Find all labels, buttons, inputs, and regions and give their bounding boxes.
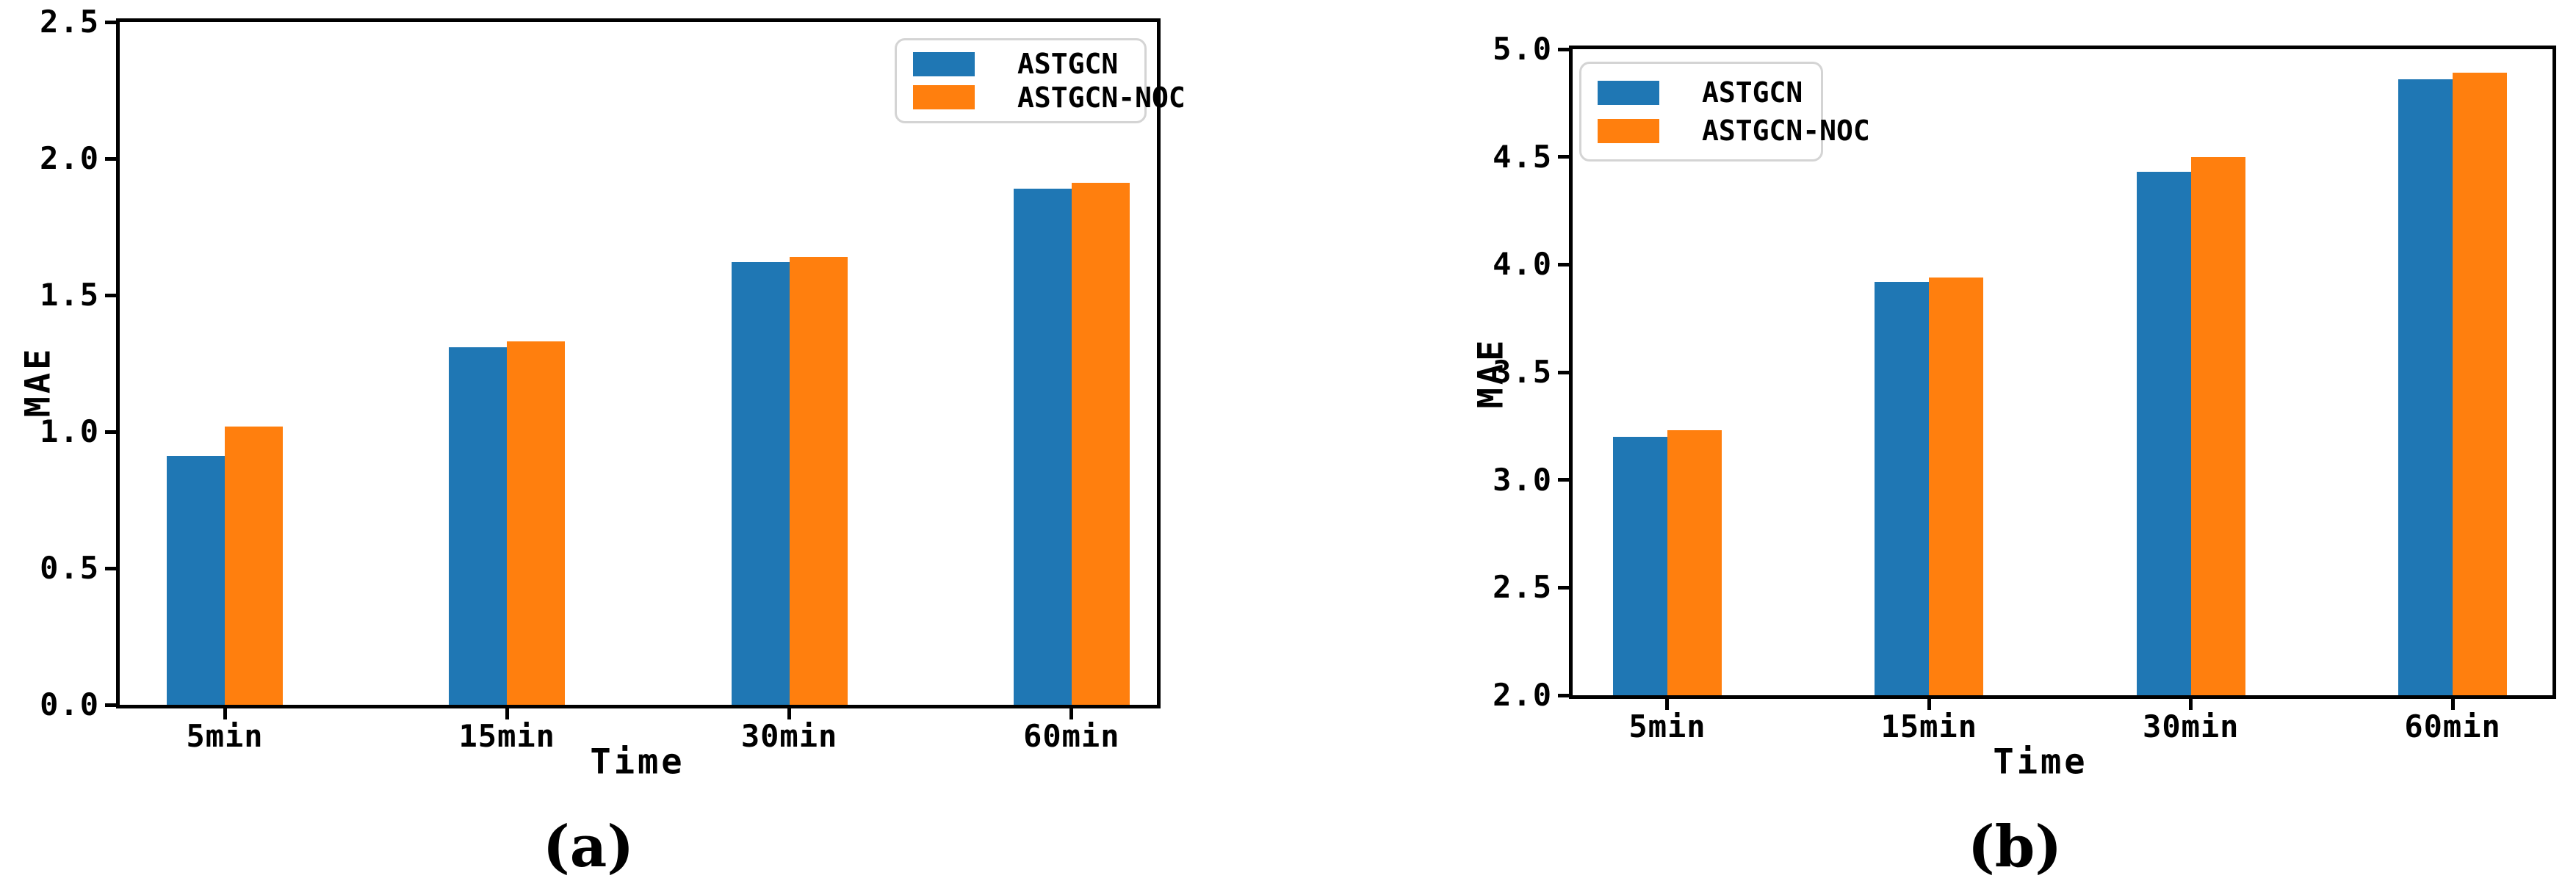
y-tick	[1558, 693, 1569, 697]
y-tick-label: 1.0	[40, 413, 100, 449]
y-tick-label: 3.5	[1493, 354, 1553, 390]
legend-item-astgcn: ASTGCN	[1598, 79, 1805, 106]
bar-a-astgcn-60min	[1013, 188, 1072, 705]
chart-b-x-axis-title: Time	[1993, 741, 2088, 783]
bar-a-astgcn-noc-30min	[789, 256, 848, 705]
chart-b-y-axis-title: MAE	[1471, 337, 1512, 409]
caption-a: (a)	[542, 813, 635, 880]
y-tick-label: 3.0	[1493, 461, 1553, 498]
x-tick	[1927, 699, 1931, 710]
chart-a-plot-area: 0.0 0.5 1.0 1.5 2.0 2.5 5min 15min 30min 60min	[40, 7, 1161, 752]
y-tick-label: 0.5	[40, 550, 100, 586]
caption-b: (b)	[1967, 813, 2063, 880]
legend-item-astgcn-noc: ASTGCN-NOC	[913, 84, 1186, 112]
x-tick	[1069, 708, 1074, 719]
legend-label-astgcn-noc: ASTGCN-NOC	[1017, 81, 1186, 114]
x-tick	[223, 708, 227, 719]
bar-a-astgcn-noc-5min	[225, 426, 284, 705]
y-tick-label: 4.0	[1493, 246, 1553, 283]
y-tick	[105, 429, 116, 434]
y-tick	[1558, 47, 1569, 51]
bar-a-astgcn-noc-15min	[507, 341, 566, 705]
x-tick	[1665, 699, 1670, 710]
y-tick-label: 0.0	[40, 686, 100, 722]
y-tick	[1558, 478, 1569, 482]
x-tick-label: 60min	[2404, 708, 2501, 744]
bar-b-astgcn-60min	[2398, 79, 2453, 695]
bar-b-astgcn-noc-15min	[1929, 277, 1984, 695]
y-tick	[1558, 585, 1569, 590]
y-tick-label: 4.5	[1493, 138, 1553, 175]
y-tick-label: 5.0	[1493, 31, 1553, 67]
legend-swatch-astgcn	[913, 51, 975, 76]
bar-b-astgcn-5min	[1612, 437, 1667, 695]
y-tick	[105, 703, 116, 707]
x-tick-label: 15min	[1880, 708, 1978, 744]
bar-a-astgcn-5min	[167, 456, 226, 705]
x-tick-label: 5min	[186, 718, 264, 754]
x-tick-label: 30min	[740, 718, 838, 754]
legend-b: ASTGCN ASTGCN-NOC	[1579, 62, 1870, 162]
x-tick	[787, 708, 792, 719]
bar-b-astgcn-noc-60min	[2453, 73, 2508, 695]
legend-item-astgcn: ASTGCN	[913, 50, 1128, 78]
y-tick	[1558, 370, 1569, 374]
y-tick	[105, 566, 116, 570]
bar-a-astgcn-noc-60min	[1071, 183, 1130, 705]
legend-a: ASTGCN ASTGCN-NOC	[895, 38, 1186, 123]
x-tick-label: 60min	[1023, 718, 1120, 754]
x-tick	[505, 708, 509, 719]
legend-swatch-astgcn	[1598, 80, 1659, 105]
legend-label-astgcn: ASTGCN	[1702, 76, 1803, 109]
y-tick-label: 2.0	[40, 140, 100, 176]
y-tick	[105, 156, 116, 161]
bar-b-astgcn-15min	[1875, 281, 1930, 695]
y-tick	[1558, 262, 1569, 266]
bar-b-astgcn-30min	[2136, 172, 2191, 695]
legend-swatch-astgcn-noc	[913, 85, 975, 110]
bar-b-astgcn-noc-5min	[1667, 430, 1722, 695]
legend-item-astgcn-noc: ASTGCN-NOC	[1598, 117, 1870, 145]
legend-label-astgcn: ASTGCN	[1017, 48, 1119, 81]
y-tick-label: 2.0	[1493, 677, 1553, 713]
legend-swatch-astgcn-noc	[1598, 118, 1659, 143]
x-tick	[2450, 699, 2455, 710]
x-tick-label: 5min	[1628, 708, 1706, 744]
y-tick	[105, 20, 116, 24]
x-tick-label: 30min	[2143, 708, 2240, 744]
y-tick-label: 2.5	[40, 4, 100, 40]
chart-a-x-axis-title: Time	[590, 741, 685, 783]
chart-a-y-axis-title: MAE	[18, 346, 59, 418]
y-tick-label: 2.5	[1493, 569, 1553, 606]
bar-b-astgcn-noc-30min	[2190, 156, 2245, 695]
bar-a-astgcn-15min	[449, 347, 508, 705]
x-tick	[2189, 699, 2193, 710]
y-tick	[105, 293, 116, 297]
legend-label-astgcn-noc: ASTGCN-NOC	[1702, 115, 1870, 147]
x-tick-label: 15min	[458, 718, 555, 754]
bar-a-astgcn-30min	[731, 262, 790, 705]
y-tick	[1558, 155, 1569, 159]
y-tick-label: 1.5	[40, 277, 100, 313]
